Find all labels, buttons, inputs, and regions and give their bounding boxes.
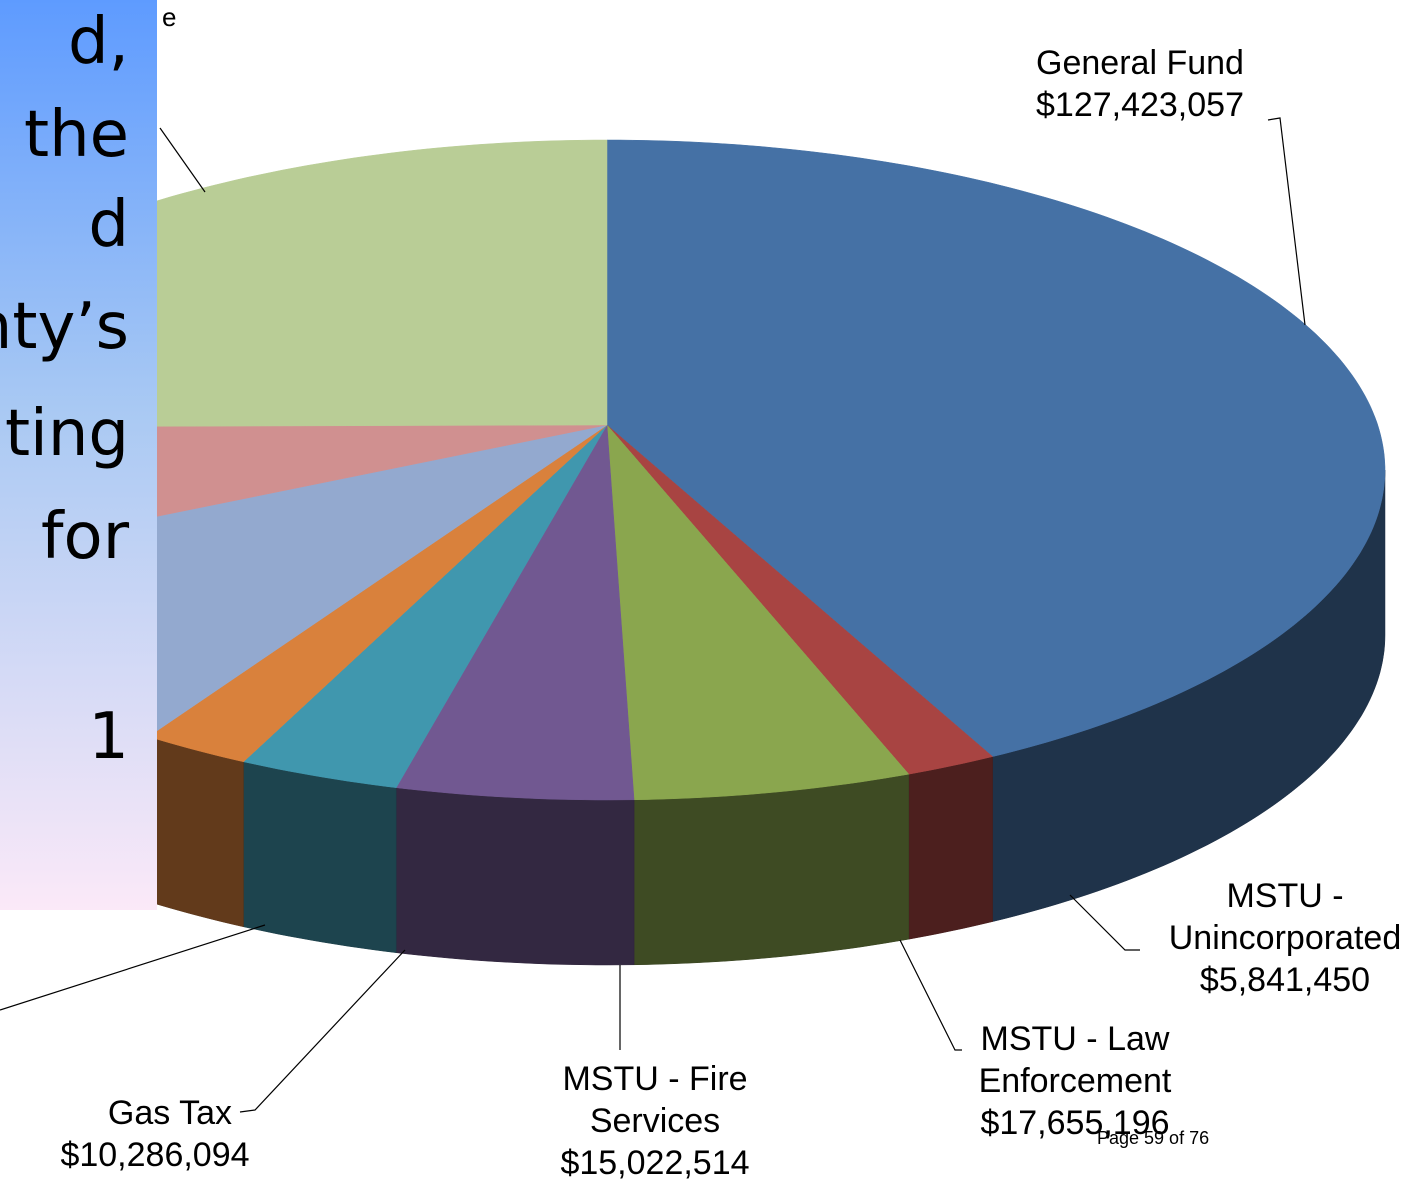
text-line: 1 bbox=[88, 700, 129, 774]
data-label: MSTU - Fire Services $15,022,514 bbox=[520, 1058, 790, 1184]
leader-line bbox=[899, 939, 962, 1051]
data-label: Gas Tax $10,286,094 bbox=[20, 1092, 290, 1176]
slice bbox=[606, 424, 910, 801]
data-label: General Fund $127,423,057 bbox=[960, 42, 1320, 126]
slice-side bbox=[633, 773, 910, 966]
text-box: d, the d nty’s ting for 1 bbox=[0, 0, 157, 910]
text-line: the bbox=[23, 98, 129, 172]
value-label: $17,655,196 bbox=[980, 1104, 1170, 1142]
slice-side bbox=[395, 787, 635, 966]
slice-side bbox=[148, 736, 244, 928]
value-label: $5,841,450 bbox=[1199, 961, 1371, 999]
slice-side bbox=[908, 756, 993, 940]
value-label: $127,423,057 bbox=[1036, 86, 1244, 124]
text-line: d, bbox=[68, 5, 129, 79]
label-fragment: e bbox=[162, 2, 177, 32]
leader-line bbox=[1267, 117, 1306, 326]
slice bbox=[606, 424, 994, 775]
leader-line bbox=[1069, 894, 1140, 951]
category-label: MSTU - Unincorporated bbox=[1168, 877, 1402, 957]
text-line: d bbox=[88, 188, 129, 262]
slice bbox=[606, 139, 1386, 757]
page-number: Page 59 of 76 bbox=[1097, 1128, 1210, 1148]
slice bbox=[242, 424, 608, 788]
leader-lines bbox=[0, 117, 1306, 1113]
leader-line bbox=[159, 127, 206, 193]
value-label: $15,022,514 bbox=[560, 1144, 750, 1182]
leader-line bbox=[239, 949, 406, 1113]
slice bbox=[395, 424, 635, 801]
category-label: General Fund bbox=[1036, 44, 1244, 82]
category-label: Gas Tax bbox=[107, 1094, 232, 1132]
slice-side bbox=[243, 761, 397, 953]
text-line: nty’s bbox=[0, 290, 129, 364]
category-label: MSTU - Fire Services bbox=[562, 1060, 748, 1140]
text-line: for bbox=[41, 500, 129, 574]
data-label: MSTU - Law Enforcement $17,655,196 bbox=[945, 1018, 1205, 1144]
data-label: MSTU - Unincorporated $5,841,450 bbox=[1120, 875, 1413, 1001]
text-line: ting bbox=[4, 397, 129, 471]
category-label: MSTU - Law Enforcement bbox=[978, 1020, 1172, 1100]
leader-line bbox=[0, 924, 266, 1011]
value-label: $10,286,094 bbox=[60, 1136, 250, 1174]
